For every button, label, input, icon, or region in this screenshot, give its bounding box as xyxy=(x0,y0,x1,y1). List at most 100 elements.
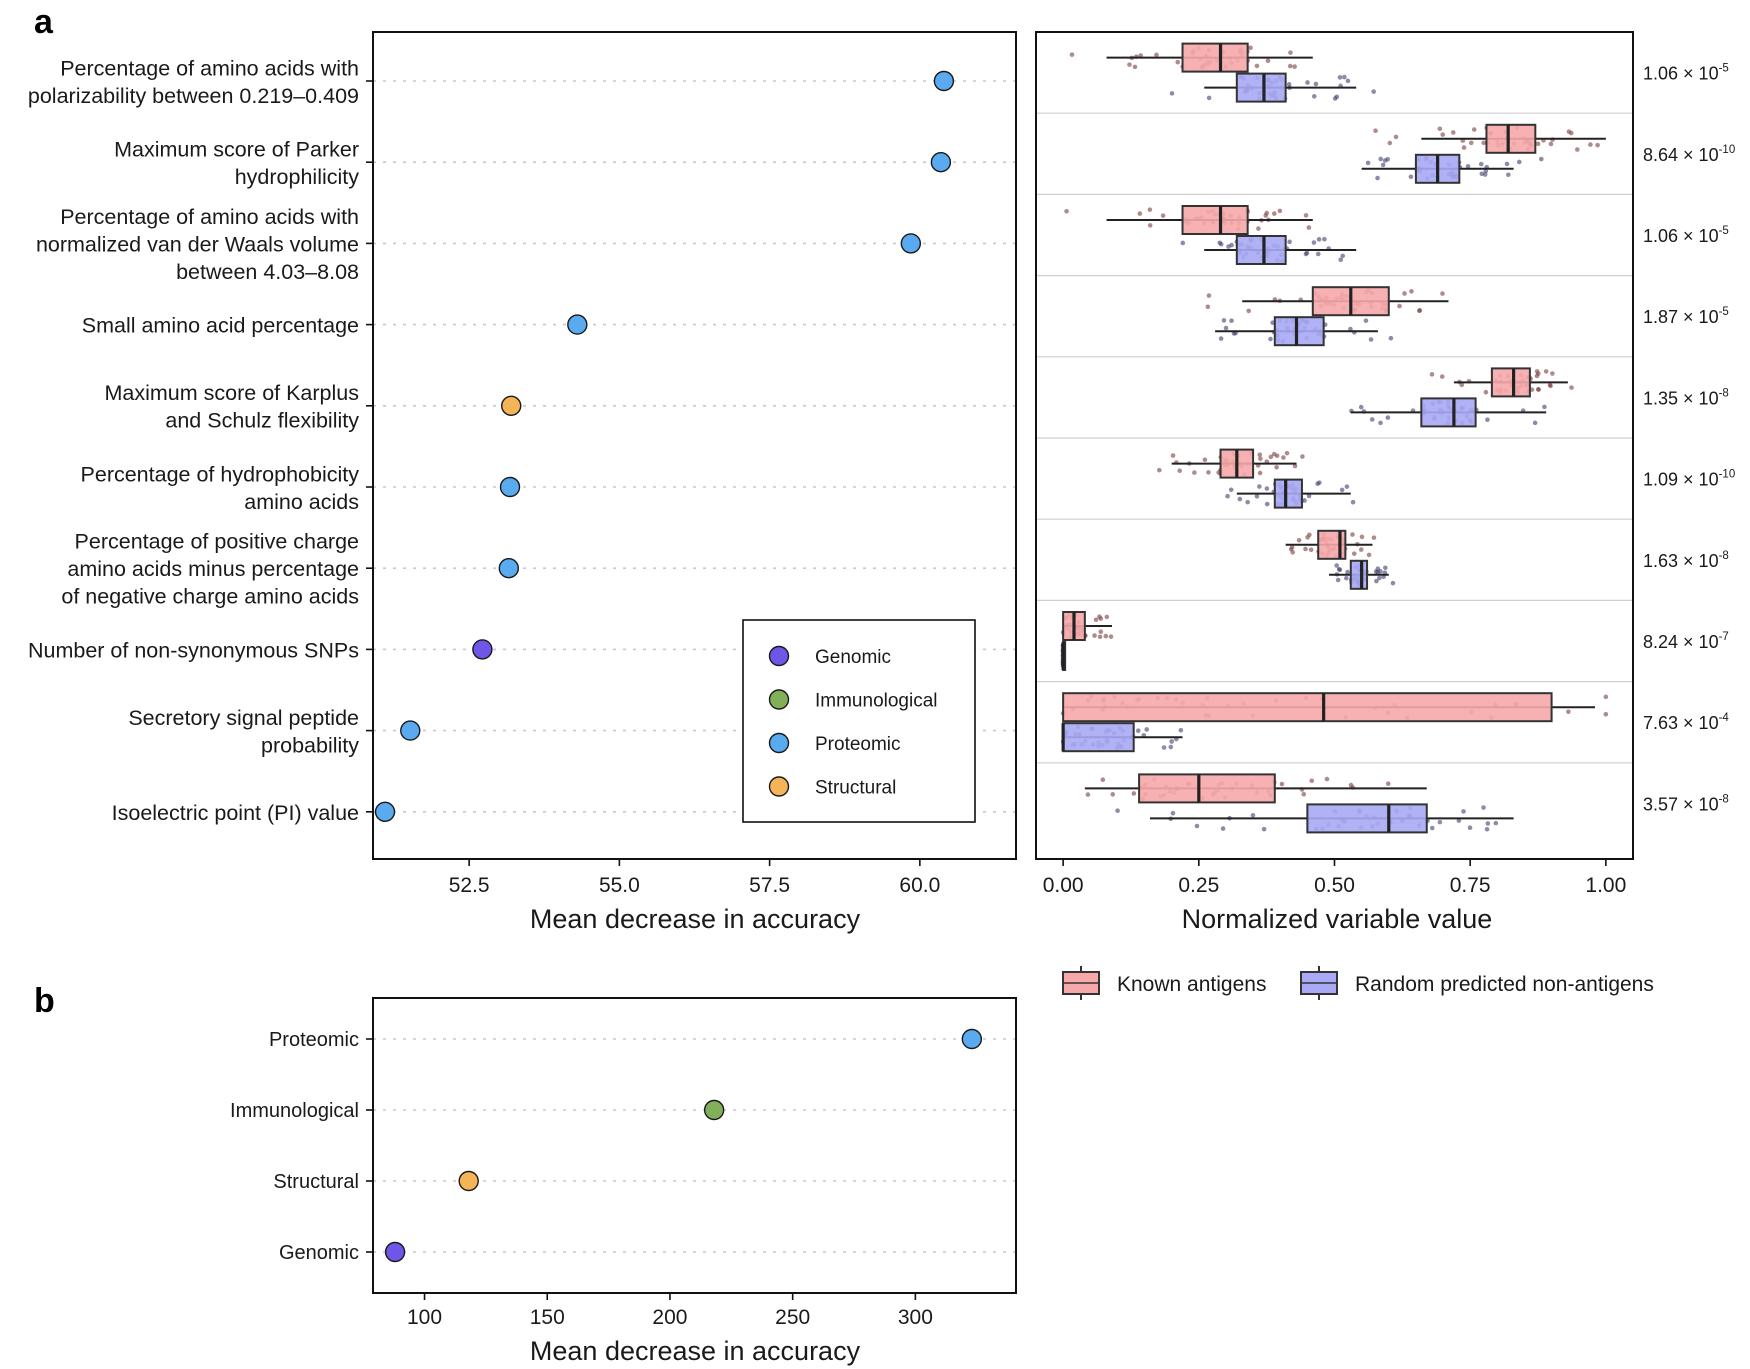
x-tick-label: 250 xyxy=(775,1306,810,1329)
x-tick-label: 0.25 xyxy=(1178,874,1219,897)
jitter-point xyxy=(1397,303,1402,309)
jitter-point xyxy=(1456,818,1462,823)
legend-label: Genomic xyxy=(815,647,891,668)
p-value-times: × 10 xyxy=(1678,226,1719,246)
jitter-point xyxy=(1550,371,1555,376)
jitter-point xyxy=(1482,172,1488,177)
p-value-times: × 10 xyxy=(1678,388,1719,408)
jitter-point xyxy=(1098,629,1104,635)
box xyxy=(1273,478,1303,509)
feature-label: probability xyxy=(261,733,359,757)
jitter-point xyxy=(1110,792,1116,797)
p-value-times: × 10 xyxy=(1678,551,1719,571)
jitter-point xyxy=(1279,781,1285,787)
jitter-point xyxy=(1296,537,1302,543)
jitter-point xyxy=(1383,565,1388,571)
legend-label: Immunological xyxy=(815,691,938,712)
jitter-point xyxy=(1547,382,1553,388)
box xyxy=(1349,559,1369,590)
category-label: Structural xyxy=(273,1171,359,1193)
jitter-point xyxy=(1481,805,1486,810)
jitter-point xyxy=(1484,826,1490,832)
jitter-point xyxy=(1250,813,1256,818)
x-tick-label: 55.0 xyxy=(599,874,640,897)
feature-label: normalized van der Waals volume xyxy=(36,232,359,256)
jitter-point xyxy=(1348,326,1353,332)
jitter-point xyxy=(1350,499,1356,505)
jitter-point xyxy=(1588,142,1593,147)
jitter-point xyxy=(1339,487,1345,493)
jitter-point xyxy=(1137,211,1143,216)
jitter-point xyxy=(1286,82,1292,87)
jitter-point xyxy=(1274,453,1280,459)
category-importance-chart: ProteomicImmunologicalStructuralGenomic … xyxy=(230,997,1017,1366)
jitter-point xyxy=(1268,454,1274,460)
jitter-point xyxy=(1569,385,1574,390)
p-value-mantissa: 3.57 xyxy=(1643,794,1678,814)
jitter-point xyxy=(1160,213,1166,218)
point-proteomic xyxy=(933,70,955,92)
jitter-point xyxy=(1287,63,1293,69)
jitter-point xyxy=(1292,64,1297,69)
box xyxy=(1485,123,1537,154)
x-tick-label: 0.00 xyxy=(1043,874,1084,897)
jitter-point xyxy=(1338,257,1343,263)
jitter-point xyxy=(1264,210,1270,216)
legend-label: Structural xyxy=(815,778,896,799)
jitter-point xyxy=(1287,239,1292,245)
legend-swatch-proteomic xyxy=(768,732,790,754)
box xyxy=(1490,367,1531,398)
jitter-point xyxy=(1377,575,1382,581)
jitter-point xyxy=(1316,237,1322,242)
jitter-point xyxy=(1504,161,1510,167)
x-tick-label: 100 xyxy=(407,1306,442,1329)
jitter-point xyxy=(1229,242,1234,248)
jitter-point xyxy=(1228,487,1234,493)
jitter-point xyxy=(1170,453,1176,458)
jitter-point xyxy=(1437,126,1443,132)
point-genomic xyxy=(472,639,493,660)
x-axis-ticks: 52.5 55.0 57.5 60.0 xyxy=(449,859,940,897)
jitter-point xyxy=(1603,694,1609,700)
feature-label: Secretory signal peptide xyxy=(128,706,359,730)
jitter-point xyxy=(1388,335,1394,341)
jitter-point xyxy=(1402,291,1407,296)
p-value: 7.63 × 10-4 xyxy=(1643,712,1729,733)
jitter-point xyxy=(1324,776,1330,782)
x-tick-label: 60.0 xyxy=(899,874,940,897)
jitter-point xyxy=(1292,463,1298,469)
jitter-point xyxy=(1371,535,1377,540)
jitter-point xyxy=(1538,156,1544,162)
p-value: 1.06 × 10-5 xyxy=(1643,225,1729,246)
jitter-point xyxy=(1092,633,1097,638)
data-points xyxy=(374,70,955,822)
jitter-point xyxy=(1303,213,1309,218)
box xyxy=(1420,397,1477,428)
row-separators xyxy=(1036,112,1633,764)
p-value: 1.09 × 10-10 xyxy=(1643,469,1735,490)
x-tick-label: 150 xyxy=(530,1306,565,1329)
legend-swatch-immunological xyxy=(768,689,790,710)
jitter-point xyxy=(1277,208,1283,214)
box xyxy=(1062,722,1135,753)
boxplots xyxy=(1061,42,1606,834)
jitter-point xyxy=(1147,207,1153,212)
jitter-point xyxy=(1566,709,1571,715)
jitter-point xyxy=(1217,240,1223,246)
jitter-point xyxy=(1205,304,1211,310)
p-value-exponent: -4 xyxy=(1719,712,1730,724)
jitter-point xyxy=(1429,372,1435,377)
point-proteomic xyxy=(498,558,520,579)
p-value-times: × 10 xyxy=(1678,713,1719,733)
p-value-exponent: -5 xyxy=(1719,63,1729,75)
jitter-point xyxy=(1306,493,1312,499)
y-axis-labels: Percentage of amino acids with polarizabi… xyxy=(28,56,373,825)
jitter-point xyxy=(1366,552,1372,558)
p-value: 1.35 × 10-8 xyxy=(1643,387,1729,408)
p-value-mantissa: 1.09 xyxy=(1643,470,1678,490)
jitter-point xyxy=(1334,563,1339,568)
point-proteomic xyxy=(961,1028,983,1050)
feature-label: hydrophilicity xyxy=(235,165,360,189)
p-value: 8.64 × 10-10 xyxy=(1643,144,1735,165)
jitter-point xyxy=(1569,130,1574,136)
